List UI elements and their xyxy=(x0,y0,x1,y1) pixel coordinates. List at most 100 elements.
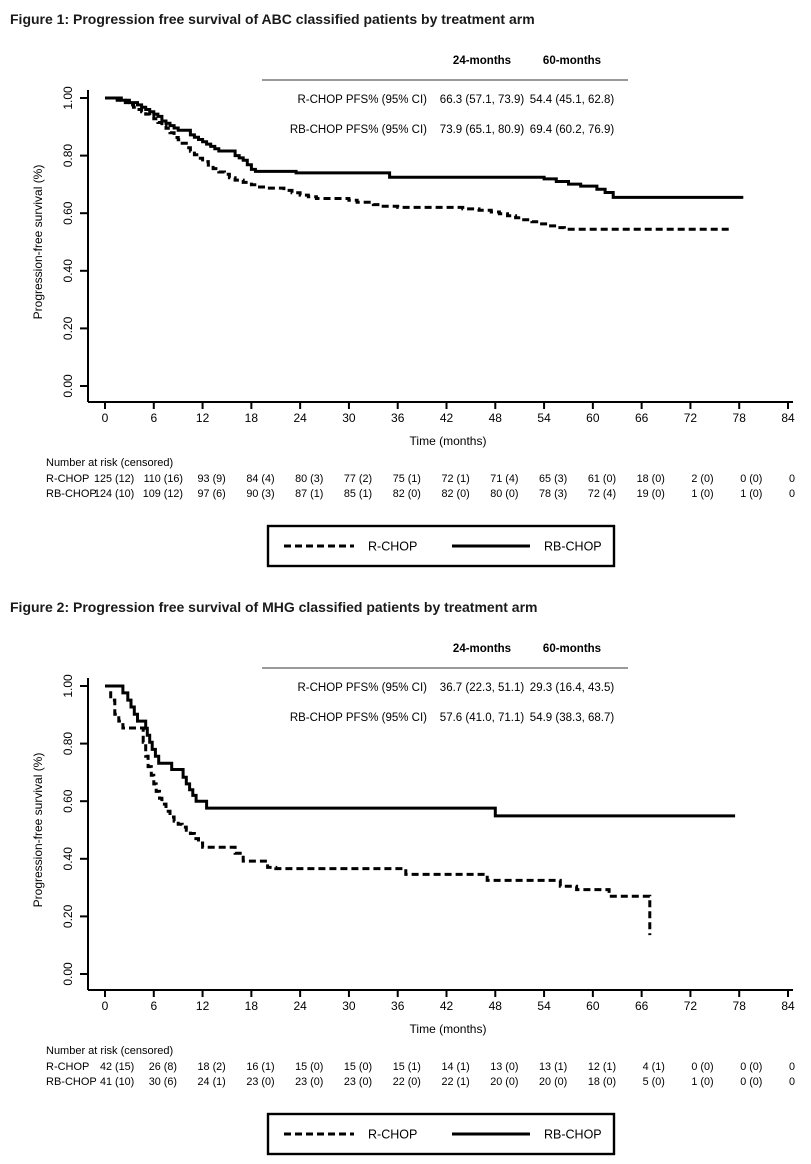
risk-count: 109 xyxy=(143,488,161,500)
risk-count: 97 xyxy=(198,488,210,500)
risk-censored: (1) xyxy=(261,1061,274,1073)
y-tick-label: 0.60 xyxy=(61,201,75,225)
risk-count: 0 xyxy=(740,473,746,485)
risk-table-header: Number at risk (censored) xyxy=(46,1045,173,1057)
risk-count: 18 xyxy=(588,1076,600,1088)
x-tick-label: 12 xyxy=(196,411,210,425)
risk-count: 1 xyxy=(740,488,746,500)
x-tick-label: 36 xyxy=(391,411,405,425)
stats-row-label: RB-CHOP PFS% (95% CI) xyxy=(290,712,427,724)
x-tick-label: 12 xyxy=(196,999,210,1013)
risk-count: 30 xyxy=(149,1076,161,1088)
stats-cell: 54.9 (38.3, 68.7) xyxy=(530,712,615,724)
stats-col-header: 60-months xyxy=(543,55,601,67)
risk-count: 26 xyxy=(149,1061,161,1073)
y-axis-title: Progression-free survival (%) xyxy=(31,753,45,908)
risk-censored: (12) xyxy=(115,473,134,485)
risk-count: 124 xyxy=(94,488,112,500)
risk-count: 78 xyxy=(539,488,551,500)
legend-box xyxy=(266,1112,616,1156)
risk-count: 15 xyxy=(295,1061,307,1073)
risk-count: 84 xyxy=(246,473,258,485)
risk-count: 13 xyxy=(539,1061,551,1073)
risk-count: 15 xyxy=(393,1061,405,1073)
x-tick-label: 0 xyxy=(102,411,109,425)
risk-censored: (6) xyxy=(164,1076,177,1088)
figure-2-section: Figure 2: Progression free survival of M… xyxy=(0,598,811,1162)
risk-censored: (0) xyxy=(359,1061,372,1073)
risk-row-label: RB-CHOP xyxy=(46,1076,97,1088)
risk-censored: (0) xyxy=(408,1076,421,1088)
legend-label: R-CHOP xyxy=(368,540,417,554)
x-tick-label: 6 xyxy=(150,999,157,1013)
risk-count: 93 xyxy=(198,473,210,485)
x-tick-label: 36 xyxy=(391,999,405,1013)
risk-count: 0 xyxy=(789,473,795,485)
km-curve-rb-chop xyxy=(105,684,736,818)
risk-count: 87 xyxy=(295,488,307,500)
x-tick-label: 72 xyxy=(684,999,698,1013)
risk-count: 18 xyxy=(198,1061,210,1073)
risk-count: 80 xyxy=(295,473,307,485)
km-curve-rb-chop xyxy=(105,96,744,199)
stats-row-label: R-CHOP PFS% (95% CI) xyxy=(297,682,427,694)
risk-censored: (4) xyxy=(261,473,274,485)
risk-count: 72 xyxy=(441,473,453,485)
risk-count: 2 xyxy=(691,473,697,485)
risk-censored: (0) xyxy=(749,473,762,485)
risk-count: 82 xyxy=(441,488,453,500)
risk-row-label: RB-CHOP xyxy=(46,488,97,500)
x-tick-label: 48 xyxy=(489,999,503,1013)
risk-censored: (2) xyxy=(213,1061,226,1073)
risk-censored: (0) xyxy=(310,1076,323,1088)
risk-censored: (0) xyxy=(652,488,665,500)
risk-censored: (1) xyxy=(359,488,372,500)
risk-censored: (0) xyxy=(749,1061,762,1073)
risk-censored: (0) xyxy=(505,1061,518,1073)
risk-censored: (1) xyxy=(408,1061,421,1073)
risk-count: 13 xyxy=(490,1061,502,1073)
figure-2-title: Figure 2: Progression free survival of M… xyxy=(10,599,538,615)
x-tick-label: 84 xyxy=(781,411,795,425)
stats-row-label: R-CHOP PFS% (95% CI) xyxy=(297,94,427,106)
x-tick-label: 30 xyxy=(342,999,356,1013)
risk-censored: (16) xyxy=(164,473,183,485)
y-tick-label: 1.00 xyxy=(61,86,75,110)
risk-censored: (3) xyxy=(554,473,567,485)
stats-cell: 69.4 (60.2, 76.9) xyxy=(530,124,615,136)
risk-count: 24 xyxy=(198,1076,210,1088)
stats-col-header: 60-months xyxy=(543,643,601,655)
x-tick-label: 66 xyxy=(635,999,649,1013)
x-tick-label: 30 xyxy=(342,411,356,425)
risk-censored: (2) xyxy=(359,473,372,485)
risk-table-header: Number at risk (censored) xyxy=(46,457,173,469)
risk-count: 16 xyxy=(246,1061,258,1073)
y-tick-label: 0.40 xyxy=(61,847,75,871)
risk-censored: (10) xyxy=(115,1076,134,1088)
risk-censored: (4) xyxy=(505,473,518,485)
risk-count: 110 xyxy=(144,473,161,485)
x-tick-label: 0 xyxy=(102,999,109,1013)
stats-cell: 66.3 (57.1, 73.9) xyxy=(440,94,525,106)
stats-col-header: 24-months xyxy=(453,643,511,655)
y-tick-label: 0.20 xyxy=(61,316,75,340)
risk-censored: (1) xyxy=(554,1061,567,1073)
risk-count: 1 xyxy=(691,1076,697,1088)
risk-count: 18 xyxy=(637,473,649,485)
risk-censored: (0) xyxy=(603,473,616,485)
x-tick-label: 6 xyxy=(150,411,157,425)
x-tick-label: 84 xyxy=(781,999,795,1013)
risk-count: 20 xyxy=(490,1076,502,1088)
risk-row-label: R-CHOP xyxy=(46,1061,89,1073)
risk-count: 75 xyxy=(393,473,405,485)
risk-count: 20 xyxy=(539,1076,551,1088)
risk-censored: (1) xyxy=(457,1061,470,1073)
risk-count: 14 xyxy=(441,1061,453,1073)
risk-censored: (0) xyxy=(359,1076,372,1088)
x-axis-title: Time (months) xyxy=(410,1022,487,1036)
risk-censored: (0) xyxy=(700,1076,713,1088)
risk-count: 80 xyxy=(490,488,502,500)
risk-censored: (12) xyxy=(164,488,183,500)
risk-count: 90 xyxy=(246,488,258,500)
legend-box xyxy=(266,524,616,568)
